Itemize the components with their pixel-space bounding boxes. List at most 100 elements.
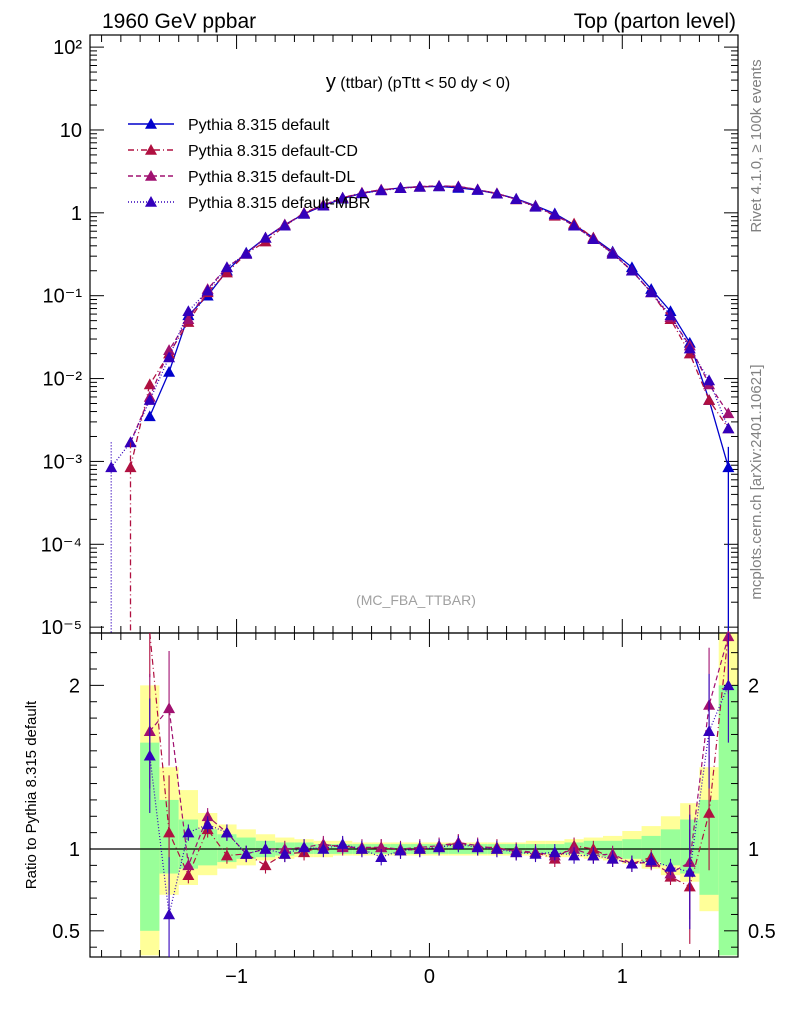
series-point	[510, 193, 523, 205]
series-point	[433, 180, 446, 191]
ratio-point	[182, 859, 195, 871]
ratio-point	[336, 838, 349, 849]
series-point	[317, 199, 330, 211]
ratio-point	[201, 818, 214, 830]
ratio-panel: −1 0 1 0.5 0.5 1 1 2 2 Ratio to Pythia 8.315 def…	[23, 630, 776, 988]
legend-label: Pythia 8.315 default-MBR	[188, 195, 370, 212]
series-point	[606, 247, 619, 259]
y-tick-label: 1	[71, 203, 82, 225]
legend-marker	[145, 196, 157, 207]
y-tick-label: 10⁻²	[43, 369, 83, 391]
header-left: 1960 GeV ppbar	[102, 10, 256, 33]
ratio-frame	[89, 632, 739, 958]
ratio-point	[298, 841, 311, 853]
ratio-point	[143, 749, 156, 761]
y-tick-label: 10²	[53, 37, 82, 59]
main-plot-area: 10⁻⁵ 10⁻⁴ 10⁻³ 10⁻² 10⁻¹ 1 10 10²	[41, 34, 739, 639]
ratio-point	[703, 807, 716, 818]
series-point	[703, 394, 716, 405]
series-point	[240, 247, 253, 259]
y-tick-label: 10	[60, 120, 82, 142]
ratio-point	[182, 826, 195, 838]
ratio-point	[683, 865, 696, 877]
ratio-point	[722, 679, 735, 691]
series-point	[259, 231, 272, 243]
series-point	[182, 313, 195, 325]
series-point	[124, 461, 137, 473]
series-point	[664, 309, 677, 321]
ratio-point	[471, 841, 484, 853]
series-point	[548, 208, 561, 220]
ratio-y-tick-label-right: 2	[748, 675, 759, 697]
main-title-rest: (ttbar) (pTtt < 50 dy < 0)	[340, 75, 510, 92]
series-point	[143, 394, 156, 405]
ratio-point	[355, 843, 368, 854]
ratio-point	[548, 846, 561, 858]
ratio-point	[163, 826, 176, 838]
series-point	[452, 180, 465, 192]
main-title-var: y	[326, 71, 336, 93]
series-point	[220, 261, 233, 273]
ratio-y-tick-label: 0.5	[52, 921, 80, 943]
ratio-point	[201, 810, 214, 822]
ratio-point	[317, 843, 330, 854]
main-panel: 10⁻⁵ 10⁻⁴ 10⁻³ 10⁻² 10⁻¹ 1 10 10² y (ttbar) (pT…	[41, 34, 739, 639]
series-point	[490, 187, 503, 199]
legend-marker	[145, 170, 157, 181]
series-point	[394, 182, 407, 194]
ratio-point	[259, 843, 272, 854]
series-point	[298, 207, 311, 219]
series-point	[355, 187, 368, 199]
ratio-point	[490, 843, 503, 854]
series-point	[278, 219, 291, 231]
ratio-point	[433, 841, 446, 853]
series-point	[143, 378, 156, 390]
legend-label: Pythia 8.315 default	[188, 117, 330, 134]
ratio-series-line	[149, 685, 729, 915]
ratio-point	[703, 725, 716, 736]
ratio-point	[259, 859, 272, 871]
ratio-point	[606, 852, 619, 864]
series-point	[375, 184, 388, 196]
ratio-point	[452, 838, 465, 849]
series-point	[471, 183, 484, 195]
ratio-point	[163, 702, 176, 714]
series-point	[645, 286, 658, 298]
ratio-point	[394, 844, 407, 856]
side-label-mcplots: mcplots.cern.ch [arXiv:2401.10621]	[748, 364, 765, 599]
ratio-point	[413, 843, 426, 854]
series-point	[683, 342, 696, 354]
ratio-y-tick-label-right: 0.5	[748, 921, 776, 943]
ratio-point	[587, 849, 600, 861]
legend-marker	[145, 144, 157, 155]
series-point	[529, 200, 542, 212]
legend-label: Pythia 8.315 default-DL	[188, 169, 355, 186]
ratio-point	[278, 847, 291, 859]
series-point	[124, 436, 137, 448]
ratio-point	[220, 849, 233, 861]
series-point	[722, 407, 735, 419]
ratio-point	[220, 826, 233, 838]
series-line	[110, 185, 730, 468]
ratio-y-tick-label-right: 1	[748, 839, 759, 861]
ratio-point	[510, 846, 523, 858]
green-band-bin	[140, 742, 160, 931]
series-point	[143, 410, 156, 422]
legend: Pythia 8.315 default Pythia 8.315 default…	[128, 117, 370, 212]
y-tick-label: 10⁻¹	[43, 286, 83, 308]
series-point	[163, 344, 176, 355]
y-tick-label: 10⁻⁴	[41, 534, 82, 556]
ratio-point	[240, 847, 253, 859]
ratio-y-tick-label: 1	[69, 839, 80, 861]
ratio-point	[163, 908, 176, 920]
legend-label: Pythia 8.315 default-CD	[188, 143, 358, 160]
series-point	[587, 233, 600, 245]
series-point	[703, 374, 716, 386]
green-band-bin	[178, 819, 198, 869]
ratio-point	[375, 851, 388, 862]
ratio-point	[645, 854, 658, 866]
series-point	[722, 422, 735, 434]
main-title: y (ttbar) (pTtt < 50 dy < 0)	[326, 71, 510, 93]
series-point	[201, 284, 214, 296]
